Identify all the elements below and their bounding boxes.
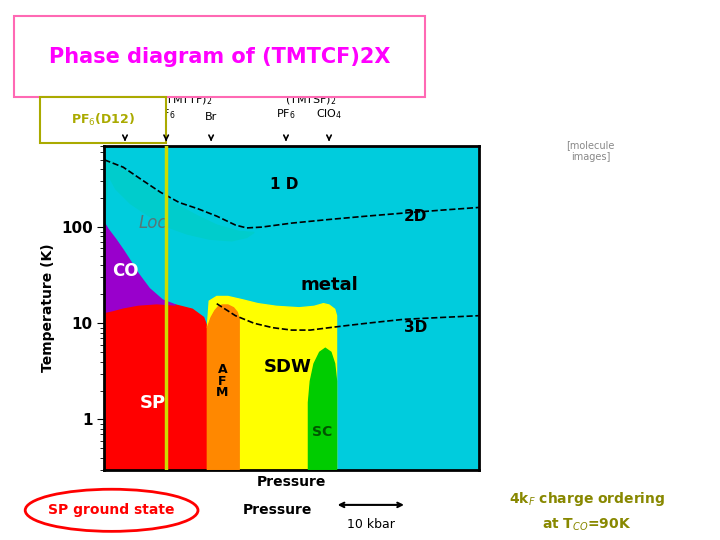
Ellipse shape	[25, 489, 198, 531]
FancyBboxPatch shape	[14, 16, 425, 97]
Text: Phase diagram of (TMTCF)2X: Phase diagram of (TMTCF)2X	[49, 46, 390, 67]
Text: at T$_{CO}$=90K: at T$_{CO}$=90K	[542, 517, 631, 533]
Text: Loc: Loc	[139, 214, 167, 232]
Text: PF$_6$: PF$_6$	[156, 107, 176, 122]
Text: Br: Br	[205, 111, 217, 122]
Text: SC: SC	[312, 424, 333, 438]
Polygon shape	[104, 303, 207, 470]
Polygon shape	[207, 305, 239, 470]
Polygon shape	[308, 348, 336, 470]
Polygon shape	[104, 160, 254, 241]
Text: 2D: 2D	[403, 208, 427, 224]
Text: 4k$_F$ charge ordering: 4k$_F$ charge ordering	[508, 490, 665, 509]
Text: 10 kbar: 10 kbar	[347, 518, 395, 531]
Text: (TMTSF)$_2$: (TMTSF)$_2$	[284, 93, 336, 107]
Text: 1 D: 1 D	[270, 177, 298, 192]
Text: A
F
M: A F M	[216, 363, 228, 399]
Text: SP: SP	[140, 394, 166, 411]
Text: PF$_6$(D12): PF$_6$(D12)	[71, 112, 135, 128]
Text: metal: metal	[300, 276, 358, 294]
Text: (TMTTF)$_2$: (TMTTF)$_2$	[161, 93, 212, 107]
X-axis label: Pressure: Pressure	[257, 475, 326, 489]
Text: AsF$_6$: AsF$_6$	[112, 107, 138, 122]
FancyBboxPatch shape	[40, 97, 166, 143]
Text: SP ground state: SP ground state	[48, 503, 175, 517]
Text: 3D: 3D	[403, 320, 427, 335]
Text: PF$_6$: PF$_6$	[276, 107, 296, 122]
Text: Pressure: Pressure	[243, 503, 312, 517]
Polygon shape	[207, 296, 336, 470]
Text: ClO$_4$: ClO$_4$	[316, 107, 342, 122]
Y-axis label: Temperature (K): Temperature (K)	[41, 244, 55, 372]
Text: SDW: SDW	[264, 358, 312, 376]
Text: [molecule
images]: [molecule images]	[566, 140, 615, 162]
Polygon shape	[104, 223, 176, 312]
Text: CO: CO	[112, 262, 138, 280]
